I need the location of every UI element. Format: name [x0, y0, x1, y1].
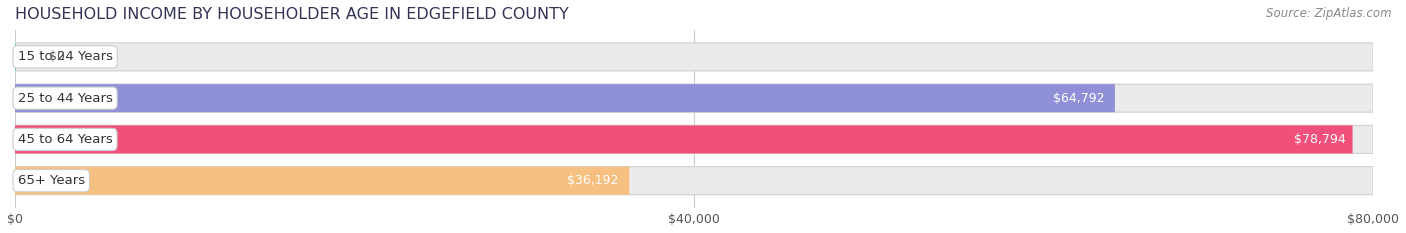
- Text: HOUSEHOLD INCOME BY HOUSEHOLDER AGE IN EDGEFIELD COUNTY: HOUSEHOLD INCOME BY HOUSEHOLDER AGE IN E…: [15, 7, 568, 22]
- FancyBboxPatch shape: [15, 125, 1374, 154]
- Text: $36,192: $36,192: [567, 174, 619, 187]
- Text: 15 to 24 Years: 15 to 24 Years: [18, 50, 112, 63]
- Text: $78,794: $78,794: [1294, 133, 1346, 146]
- FancyBboxPatch shape: [15, 167, 1374, 195]
- Text: $64,792: $64,792: [1053, 92, 1104, 105]
- Text: 45 to 64 Years: 45 to 64 Years: [18, 133, 112, 146]
- Text: 65+ Years: 65+ Years: [18, 174, 84, 187]
- Text: Source: ZipAtlas.com: Source: ZipAtlas.com: [1267, 7, 1392, 20]
- FancyBboxPatch shape: [15, 125, 1353, 154]
- Text: $0: $0: [49, 50, 65, 63]
- FancyBboxPatch shape: [15, 167, 630, 195]
- Text: 25 to 44 Years: 25 to 44 Years: [18, 92, 112, 105]
- FancyBboxPatch shape: [15, 43, 1374, 71]
- FancyBboxPatch shape: [15, 84, 1374, 112]
- FancyBboxPatch shape: [15, 84, 1115, 112]
